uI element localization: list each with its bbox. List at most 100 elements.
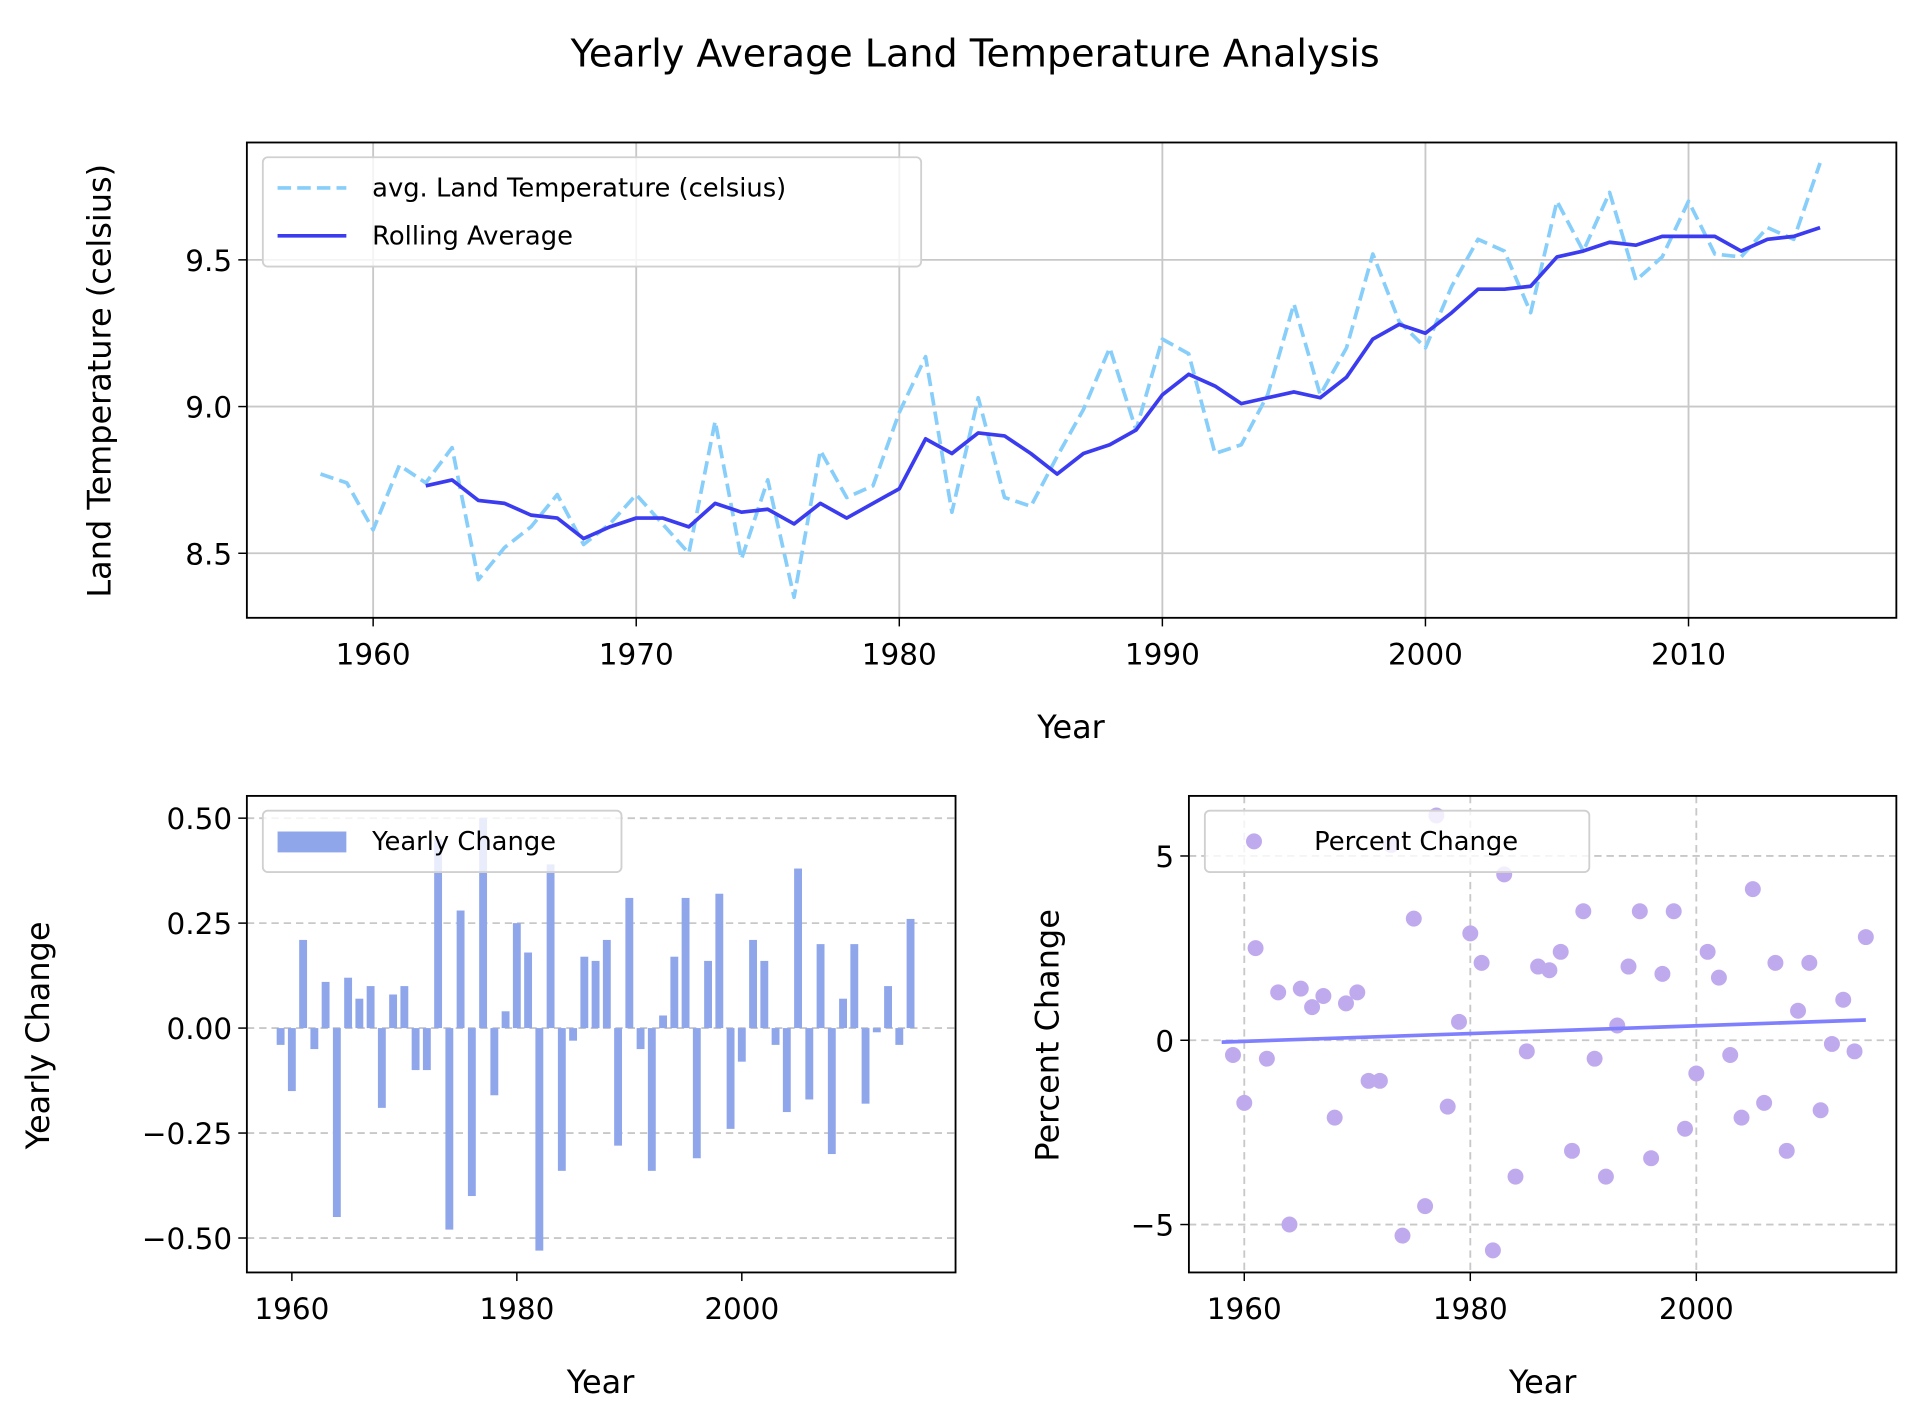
bar (479, 818, 488, 1029)
scatter-point (1688, 1065, 1705, 1082)
scatter-point (1575, 903, 1592, 920)
scatter-point (1270, 984, 1287, 1001)
x-tick-label: 2000 (1659, 1292, 1734, 1326)
legend-label: avg. Land Temperature (celsius) (372, 174, 786, 204)
bar (501, 1011, 510, 1029)
bar (591, 960, 600, 1029)
legend-label: Percent Change (1314, 827, 1518, 857)
bar (737, 1028, 746, 1062)
bar (287, 1028, 296, 1092)
scatter-point (1654, 965, 1671, 982)
y-tick-label: 9.5 (185, 244, 232, 278)
x-tick-label: 1960 (336, 637, 411, 671)
scatter-point (1699, 943, 1716, 960)
subplot: 1960 1980 2000 −0.50 −0.25 0.00 0.25 0.50 Year Ye… (19, 794, 957, 1401)
scatter-point (1722, 1047, 1739, 1063)
bar (692, 1028, 701, 1159)
scatter-point (1846, 1043, 1863, 1060)
scatter-point (1597, 1168, 1614, 1185)
bar (377, 1028, 386, 1108)
scatter-point (1857, 929, 1874, 946)
scatter-point (1473, 954, 1490, 971)
scatter-point (1304, 999, 1321, 1016)
y-tick-label: −0.25 (142, 1117, 232, 1151)
bar (321, 981, 330, 1029)
bar (839, 998, 847, 1029)
x-tick-label: 2010 (1651, 637, 1726, 671)
bar (524, 952, 533, 1029)
y-axis-label: Percent Change (1029, 909, 1067, 1161)
y-tick-label: −5 (1131, 1209, 1174, 1243)
bar (816, 944, 825, 1029)
bar (681, 897, 690, 1029)
scatter-point (1643, 1150, 1660, 1167)
x-tick-label: 1980 (1433, 1292, 1508, 1326)
bar (884, 986, 892, 1029)
figure-title: Yearly Average Land Temperature Analysis (570, 31, 1380, 75)
bar (850, 944, 859, 1029)
axes-frame (245, 794, 957, 1274)
bar (445, 1028, 454, 1230)
x-tick-label: 1990 (1125, 637, 1200, 671)
bar (456, 910, 465, 1029)
bar (276, 1028, 285, 1045)
y-axis-label: Land Temperature (celsius) (81, 164, 119, 598)
scatter-point (1258, 1050, 1275, 1067)
bar (355, 998, 364, 1029)
legend-box (1203, 809, 1591, 873)
x-axis-label: Year (566, 1363, 635, 1401)
bar (704, 960, 713, 1029)
bar (332, 1028, 341, 1218)
scatter-point (1507, 1168, 1524, 1185)
bar (467, 1028, 476, 1197)
y-tick-label: 0.50 (167, 802, 233, 836)
scatter-point (1541, 962, 1558, 979)
y-tick-label: 0 (1155, 1024, 1174, 1058)
bar (636, 1028, 645, 1050)
scatter-point (1224, 1047, 1241, 1063)
scatter-point (1247, 940, 1264, 957)
scatter-point (1292, 980, 1309, 997)
scatter-point (1744, 881, 1761, 898)
bar (299, 939, 308, 1029)
scatter-point (1338, 995, 1354, 1012)
trend-line (1221, 1018, 1866, 1044)
scatter-point (1281, 1216, 1298, 1233)
scatter-point (1484, 1242, 1501, 1259)
bar (310, 1028, 319, 1050)
bar (614, 1028, 623, 1146)
bar (344, 977, 353, 1029)
scatter-point (1552, 943, 1569, 960)
line-series (425, 225, 1821, 541)
x-tick-label: 1970 (599, 637, 674, 671)
bar (805, 1028, 814, 1100)
subplot: 1960 1980 2000 −5 0 5 Year Percent Change Percen… (1029, 794, 1898, 1401)
scatter-point (1733, 1109, 1750, 1126)
bar (512, 923, 521, 1029)
scatter-point (1236, 1094, 1253, 1111)
bar (749, 939, 758, 1029)
x-tick-label: 1960 (254, 1292, 329, 1326)
bar (872, 1028, 881, 1033)
bar (557, 1028, 566, 1171)
legend-label: Yearly Change (371, 827, 556, 857)
line-series (319, 162, 1822, 600)
scatter-point (1710, 969, 1727, 986)
scatter-point (1778, 1142, 1795, 1159)
axes-frame (245, 141, 1898, 619)
x-axis-label: Year (1508, 1363, 1577, 1401)
y-axis-label: Yearly Change (19, 922, 57, 1151)
scatter-point (1394, 1227, 1411, 1244)
scatter-point (1665, 903, 1682, 920)
bar (625, 897, 634, 1029)
bar (546, 864, 555, 1029)
scatter-point (1451, 1013, 1467, 1030)
scatter-point (1835, 991, 1852, 1008)
scatter-point (1801, 954, 1818, 971)
scatter-point (1756, 1094, 1773, 1111)
x-tick-label: 2000 (1388, 637, 1463, 671)
x-tick-label: 1980 (862, 637, 937, 671)
bar (490, 1028, 499, 1096)
x-axis-label: Year (1036, 708, 1105, 746)
